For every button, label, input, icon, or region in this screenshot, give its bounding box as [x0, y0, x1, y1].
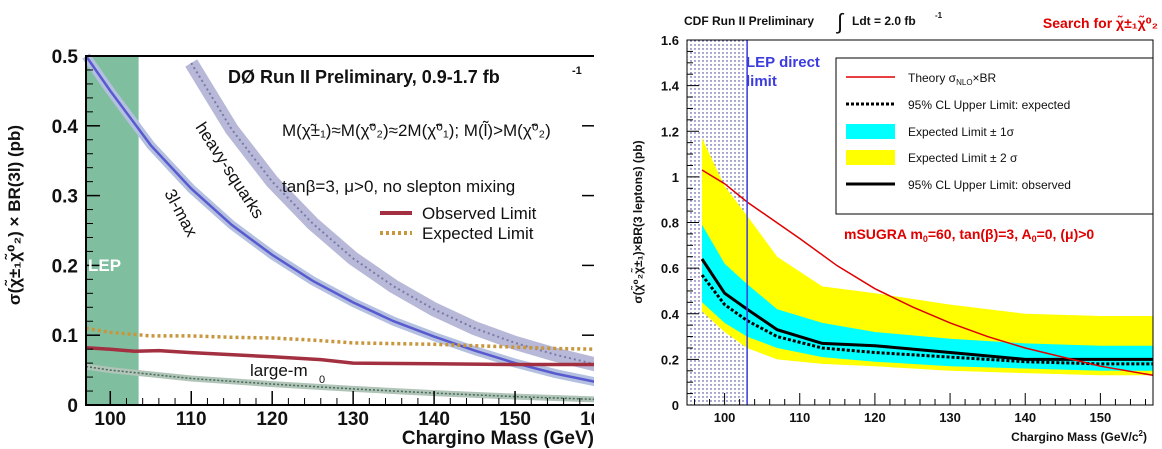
cdf-legend-1sigma-swatch: [846, 124, 895, 139]
d0-expected-limit-line: [85, 326, 594, 351]
d0-ytick-label: 0.4: [52, 117, 79, 138]
cdf-ytick-label: 1.6: [661, 33, 679, 48]
cdf-legend: Theory σNLO×BR 95% CL Upper Limit: expec…: [835, 57, 1154, 215]
cdf-lumi: Ldt = 2.0 fb: [852, 14, 916, 28]
d0-legend-observed-label: Observed Limit: [422, 204, 537, 223]
cdf-lep-label-2: limit: [746, 73, 777, 90]
cdf-legend-theory-label: Theory σNLO×BR: [908, 71, 997, 87]
d0-observed-limit-line: [85, 346, 594, 367]
cdf-xlabel: Chargino Mass (GeV/c2): [1011, 429, 1147, 444]
cdf-xtick-label: 140: [1014, 410, 1036, 425]
cdf-ytick-label: 1.4: [661, 79, 680, 94]
d0-legend: Observed Limit Expected Limit: [380, 204, 537, 243]
d0-xtick-label: 110: [176, 409, 207, 430]
cdf-lumi-sup: -1: [935, 11, 943, 20]
d0-ytick-label: 0: [67, 396, 78, 417]
d0-ytick-label: 0.2: [52, 256, 78, 277]
cdf-ylabel: σ(χ̃⁰₂χ̃±₁)×BR(3 leptons) (pb): [630, 140, 645, 303]
d0-model-line2: tanβ=3, μ>0, no slepton mixing: [282, 177, 515, 196]
d0-title: DØ Run II Preliminary, 0.9-1.7 fb: [228, 67, 500, 87]
d0-title-sup: -1: [572, 65, 582, 77]
d0-frame: [85, 55, 594, 406]
d0-xtick-label: 130: [337, 409, 369, 430]
cdf-ytick-label: 1.2: [661, 124, 679, 139]
d0-large-m0-label: large-m: [250, 361, 308, 380]
cdf-legend-2sigma-swatch: [846, 150, 895, 165]
d0-plot: 0 0.1 0.2 0.3 0.4 0.5 100 110 120 130 140 150 160: [52, 47, 594, 430]
cdf-ytick-label: 0: [672, 398, 679, 413]
cdf-legend-2sigma-label: Expected Limit ± 2 σ: [908, 151, 1018, 165]
d0-chart: 0 0.1 0.2 0.3 0.4 0.5 100 110 120 130 140 150 160 DØ…: [4, 47, 594, 449]
d0-3lmax-line: [84, 55, 594, 383]
d0-xtick-label: 140: [418, 409, 450, 430]
cdf-ytick-label: 0.6: [661, 261, 679, 276]
d0-xtick-label: 160: [580, 409, 594, 430]
cdf-integral-icon: ∫: [835, 9, 845, 34]
cdf-ytick-label: 0.8: [661, 216, 679, 231]
cdf-ytick-label: 0.4: [661, 307, 680, 322]
d0-xtick-label: 100: [94, 409, 126, 430]
d0-heavy-squarks-line: [190, 62, 594, 366]
cdf-xtick-label: 110: [789, 410, 810, 425]
d0-ytick-label: 0.3: [52, 187, 78, 208]
d0-xtick-label: 120: [256, 409, 288, 430]
cdf-legend-1sigma-label: Expected Limit ± 1σ: [908, 125, 1015, 139]
cdf-lep-label-1: LEP direct: [746, 54, 820, 71]
cdf-xtick-label: 120: [864, 410, 886, 425]
cdf-xtick-label: 100: [714, 410, 736, 425]
d0-ytick-label: 0.1: [52, 326, 79, 347]
d0-xtick-label: 150: [499, 409, 531, 430]
cdf-msugra-label: mSUGRA m0=60, tan(β)=3, A0=0, (μ)>0: [844, 226, 1094, 244]
cdf-expected-limit-line: [700, 274, 1153, 366]
cdf-chart: 0 0.2 0.4 0.6 0.8 1 1.2 1.4 1.6 100 110 120 130 140 15…: [630, 9, 1158, 444]
d0-model-line1: M(χ̃±₁)≈M(χ̃⁰₂)≈2M(χ̃⁰₁); M(l̃)>M(χ̃⁰₂): [282, 120, 551, 140]
cdf-1sigma-band: [702, 224, 1153, 371]
cdf-search-title: Search for χ̃±₁χ̃⁰₂: [1043, 14, 1158, 31]
d0-legend-expected-label: Expected Limit: [422, 224, 534, 243]
cdf-xtick-label: 150: [1090, 410, 1112, 425]
d0-ytick-label: 0.5: [52, 47, 79, 68]
cdf-ytick-label: 0.2: [661, 352, 679, 367]
cdf-2sigma-band: [702, 138, 1153, 376]
d0-ylabel: σ(χ̃±₁χ̃⁰₂) × BR(3l) (pb): [4, 125, 24, 305]
d0-lep-label: LEP: [88, 256, 121, 275]
d0-large-m0-band: [85, 363, 594, 403]
d0-large-m0-sub: 0: [319, 374, 325, 386]
cdf-title: CDF Run II Preliminary: [684, 14, 814, 28]
cdf-legend-expected-label: 95% CL Upper Limit: expected: [908, 98, 1070, 112]
cdf-ytick-label: 1: [672, 170, 679, 185]
cdf-xtick-label: 130: [939, 410, 961, 425]
cdf-legend-observed-label: 95% CL Upper Limit: observed: [908, 178, 1071, 192]
cdf-observed-limit-line: [700, 258, 1153, 361]
d0-xlabel: Chargino Mass (GeV): [402, 428, 594, 449]
